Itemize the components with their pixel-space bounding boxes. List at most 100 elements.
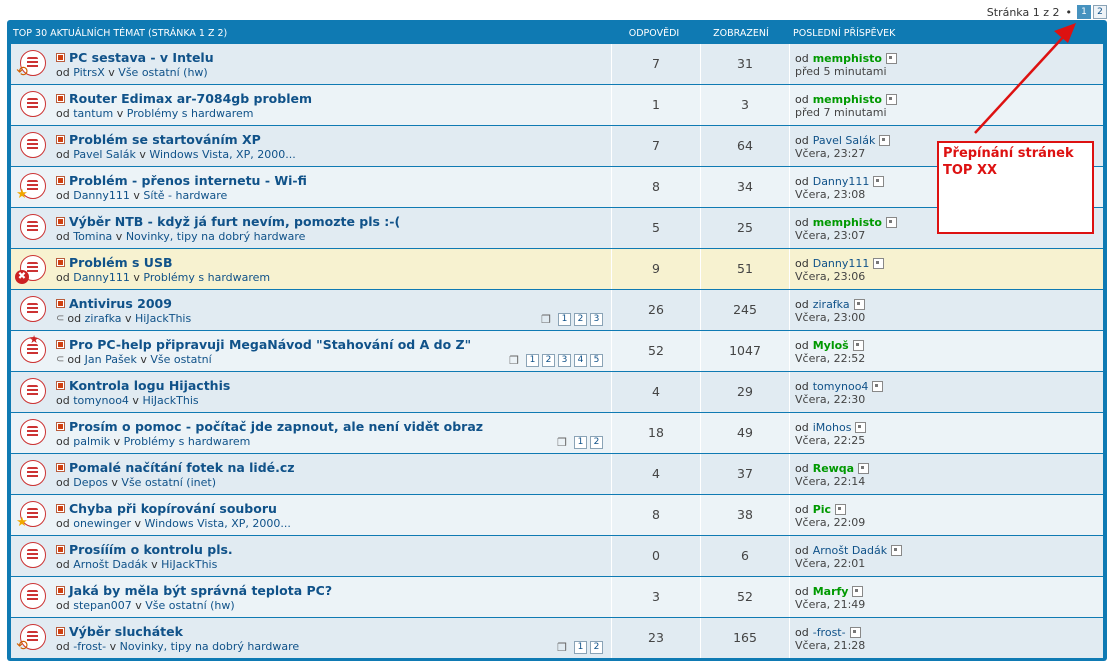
topic-author-link[interactable]: -frost- — [73, 640, 107, 653]
topic-author-link[interactable]: Danny111 — [73, 189, 130, 202]
topic-title-link[interactable]: Chyba při kopírování souboru — [69, 500, 277, 516]
topic-title-link[interactable]: Antivirus 2009 — [69, 295, 172, 311]
forum-link[interactable]: Windows Vista, XP, 2000... — [149, 148, 296, 161]
forum-link[interactable]: Vše ostatní (inet) — [121, 476, 216, 489]
topic-title-link[interactable]: Výběr sluchátek — [69, 623, 183, 639]
last-post-author-link[interactable]: Danny111 — [812, 174, 870, 188]
topic-author-link[interactable]: Depos — [73, 476, 108, 489]
goto-last-post-icon[interactable] — [849, 626, 861, 638]
first-unread-icon[interactable] — [56, 134, 65, 144]
goto-last-post-icon[interactable] — [852, 339, 864, 351]
first-unread-icon[interactable] — [56, 421, 65, 431]
page-2-button[interactable]: 2 — [1093, 5, 1107, 19]
last-post-author-link[interactable]: Myloš — [812, 338, 849, 352]
goto-last-post-icon[interactable] — [853, 298, 865, 310]
first-unread-icon[interactable] — [56, 52, 65, 62]
forum-link[interactable]: HiJackThis — [161, 558, 218, 571]
topic-author-link[interactable]: tantum — [73, 107, 114, 120]
topic-page-link[interactable]: 1 — [558, 313, 571, 326]
last-post-author-link[interactable]: tomynoo4 — [812, 379, 869, 393]
topic-title-link[interactable]: Prosím o pomoc - počítač jde zapnout, al… — [69, 418, 484, 434]
forum-link[interactable]: Problémy s hardwarem — [126, 107, 254, 120]
forum-link[interactable]: HiJackThis — [142, 394, 199, 407]
topic-page-link[interactable]: 4 — [574, 354, 587, 367]
topic-title-link[interactable]: Problém s USB — [69, 254, 173, 270]
last-post-author-link[interactable]: memphisto — [812, 92, 882, 106]
last-post-author-link[interactable]: memphisto — [812, 51, 882, 65]
first-unread-icon[interactable] — [56, 298, 65, 308]
topic-title-link[interactable]: Pro PC-help připravuji MegaNávod "Stahov… — [69, 336, 472, 352]
topic-page-link[interactable]: 3 — [590, 313, 603, 326]
last-post-author-link[interactable]: Marfy — [812, 584, 849, 598]
last-post-author-link[interactable]: -frost- — [812, 625, 846, 639]
last-post-author-link[interactable]: Pic — [812, 502, 832, 516]
last-post-author-link[interactable]: memphisto — [812, 215, 882, 229]
last-post-author-link[interactable]: Rewqa — [812, 461, 855, 475]
first-unread-icon[interactable] — [56, 339, 65, 349]
goto-last-post-icon[interactable] — [872, 380, 884, 392]
first-unread-icon[interactable] — [56, 175, 65, 185]
goto-last-post-icon[interactable] — [873, 175, 885, 187]
topic-page-link[interactable]: 2 — [574, 313, 587, 326]
topic-title-link[interactable]: Prosííím o kontrolu pls. — [69, 541, 233, 557]
last-post-author-link[interactable]: Pavel Salák — [812, 133, 876, 147]
first-unread-icon[interactable] — [56, 544, 65, 554]
topic-author-link[interactable]: palmik — [73, 435, 111, 448]
forum-link[interactable]: Problémy s hardwarem — [143, 271, 271, 284]
goto-last-post-icon[interactable] — [852, 585, 864, 597]
last-post-author-link[interactable]: iMohos — [812, 420, 852, 434]
topic-title-link[interactable]: Pomalé načítání fotek na lidé.cz — [69, 459, 295, 475]
forum-link[interactable]: HiJackThis — [135, 312, 192, 325]
first-unread-icon[interactable] — [56, 93, 65, 103]
topic-author-link[interactable]: tomynoo4 — [73, 394, 129, 407]
last-post-author-link[interactable]: zirafka — [812, 297, 850, 311]
last-post-author-link[interactable]: Danny111 — [812, 256, 870, 270]
topic-author-link[interactable]: Jan Pašek — [84, 353, 137, 366]
forum-link[interactable]: Windows Vista, XP, 2000... — [144, 517, 291, 530]
topic-page-link[interactable]: 2 — [590, 436, 603, 449]
topic-page-link[interactable]: 1 — [526, 354, 539, 367]
goto-last-post-icon[interactable] — [885, 93, 897, 105]
topic-page-link[interactable]: 5 — [590, 354, 603, 367]
forum-link[interactable]: Novinky, tipy na dobrý hardware — [125, 230, 306, 243]
topic-page-link[interactable]: 3 — [558, 354, 571, 367]
goto-last-post-icon[interactable] — [873, 257, 885, 269]
topic-title-link[interactable]: Problém se startováním XP — [69, 131, 261, 147]
topic-author-link[interactable]: stepan007 — [73, 599, 132, 612]
topic-title-link[interactable]: Kontrola logu Hijacthis — [69, 377, 231, 393]
goto-last-post-icon[interactable] — [858, 462, 870, 474]
goto-last-post-icon[interactable] — [885, 52, 897, 64]
first-unread-icon[interactable] — [56, 257, 65, 267]
topic-page-link[interactable]: 1 — [574, 641, 587, 654]
topic-author-link[interactable]: onewinger — [73, 517, 131, 530]
forum-link[interactable]: Vše ostatní (hw) — [145, 599, 235, 612]
first-unread-icon[interactable] — [56, 503, 65, 513]
topic-author-link[interactable]: Tomina — [73, 230, 113, 243]
topic-author-link[interactable]: PitrsX — [73, 66, 105, 79]
forum-link[interactable]: Novinky, tipy na dobrý hardware — [119, 640, 300, 653]
topic-author-link[interactable]: Pavel Salák — [73, 148, 136, 161]
topic-author-link[interactable]: Danny111 — [73, 271, 130, 284]
last-post-author-link[interactable]: Arnošt Dadák — [812, 543, 888, 557]
first-unread-icon[interactable] — [56, 626, 65, 636]
forum-link[interactable]: Vše ostatní — [150, 353, 212, 366]
topic-title-link[interactable]: Router Edimax ar-7084gb problem — [69, 90, 312, 106]
topic-title-link[interactable]: PC sestava - v Intelu — [69, 49, 214, 65]
first-unread-icon[interactable] — [56, 585, 65, 595]
topic-author-link[interactable]: Arnošt Dadák — [73, 558, 148, 571]
topic-title-link[interactable]: Problém - přenos internetu - Wi-fi — [69, 172, 307, 188]
goto-last-post-icon[interactable] — [891, 544, 903, 556]
topic-page-link[interactable]: 2 — [590, 641, 603, 654]
goto-last-post-icon[interactable] — [855, 421, 867, 433]
forum-link[interactable]: Vše ostatní (hw) — [118, 66, 208, 79]
forum-link[interactable]: Problémy s hardwarem — [123, 435, 251, 448]
first-unread-icon[interactable] — [56, 462, 65, 472]
goto-last-post-icon[interactable] — [879, 134, 891, 146]
goto-last-post-icon[interactable] — [885, 216, 897, 228]
topic-author-link[interactable]: zirafka — [84, 312, 122, 325]
first-unread-icon[interactable] — [56, 216, 65, 226]
topic-page-link[interactable]: 2 — [542, 354, 555, 367]
topic-page-link[interactable]: 1 — [574, 436, 587, 449]
first-unread-icon[interactable] — [56, 380, 65, 390]
topic-title-link[interactable]: Jaká by měla být správná teplota PC? — [69, 582, 333, 598]
